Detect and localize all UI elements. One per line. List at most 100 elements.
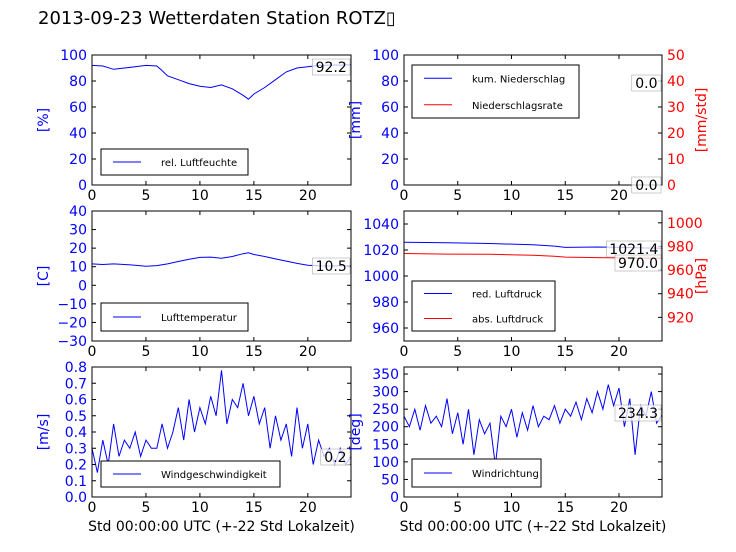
value-box-label: 1021.4: [609, 242, 658, 258]
x-tick-label: 5: [453, 188, 462, 204]
value-box-label: 92.2: [316, 60, 347, 76]
y-tick-label: −10: [57, 297, 87, 313]
x-tick-label: 15: [556, 500, 574, 516]
legend-label: Lufttemperatur: [161, 313, 238, 324]
plot-frame: [403, 54, 663, 186]
value-box: [614, 404, 662, 422]
legend-label: rel. Luftfeuchte: [161, 158, 237, 169]
value-box: [631, 176, 662, 194]
series-line: [92, 252, 351, 267]
y-tick-label: 80: [69, 74, 87, 90]
y-right-axis-label: [mm/std]: [694, 88, 710, 153]
value-box-label: 0.0: [635, 76, 657, 92]
series-line: [404, 384, 662, 466]
y-right-tick-label: 10: [667, 152, 685, 168]
x-tick-label: 10: [191, 344, 209, 360]
y-tick-label: 350: [372, 367, 399, 383]
y-tick-label: 0: [78, 178, 87, 194]
y-tick-label: 50: [381, 472, 399, 488]
y-right-tick-label: 940: [667, 287, 694, 303]
y-tick-label: 0.6: [65, 393, 87, 409]
panel-top-right: 0 5 10 15 20 0 20 40 60 80 100 0 10 20 30 40 50 [mm] [mm/s…: [348, 48, 710, 204]
x-tick-label: 0: [400, 500, 409, 516]
panel-bottom-left: 0 5 10 15 200.00.10.20.30.40.50.60.70.8[m/s]…: [36, 360, 355, 535]
y-right-tick-label: 980: [667, 239, 694, 255]
y-tick-label: 1020: [363, 243, 399, 259]
y-tick-label: 300: [372, 385, 399, 401]
value-box: [320, 448, 351, 466]
y-tick-label: 0.7: [65, 376, 87, 392]
y-right-tick-label: 920: [667, 310, 694, 326]
y-tick-label: 0.0: [65, 490, 87, 506]
legend: rel. Luftfeuchte: [100, 148, 249, 176]
y-right-tick-label: 1000: [667, 216, 703, 232]
y-tick-label: 20: [69, 152, 87, 168]
x-tick-label: 10: [503, 500, 521, 516]
x-tick-label: 20: [299, 188, 317, 204]
y-tick-label: −30: [57, 334, 87, 350]
y-tick-label: 100: [60, 48, 87, 64]
y-tick-label: −20: [57, 315, 87, 331]
value-box: [312, 257, 351, 275]
legend-label: Windgeschwindigkeit: [161, 470, 267, 481]
legend-label: red. Luftdruck: [472, 290, 542, 301]
y-axis-label: [C]: [36, 266, 52, 287]
y-tick-label: 200: [372, 420, 399, 436]
y-tick-label: 1040: [363, 217, 399, 233]
y-right-tick-label: 40: [667, 74, 685, 90]
panel-top-left: 0 5 10 15 20 0 20 40 60 80 100 [%] rel. Luftfeuchte 9…: [36, 48, 352, 204]
y-right-axis-label: [hPa]: [694, 258, 710, 294]
value-box-label: 970.0: [618, 256, 658, 272]
value-box-label: 10.5: [316, 259, 347, 275]
x-tick-label: 20: [610, 500, 628, 516]
x-axis-label: Std 00:00:00 UTC (+-22 Std Lokalzeit): [400, 519, 667, 535]
y-tick-label: 30: [69, 223, 87, 239]
y-tick-label: 0.2: [65, 458, 87, 474]
x-tick-label: 10: [503, 344, 521, 360]
series-line: [92, 370, 351, 473]
legend: Windgeschwindigkeit: [100, 460, 281, 488]
x-tick-label: 5: [141, 500, 150, 516]
x-tick-label: 20: [299, 344, 317, 360]
legend-label: abs. Luftdruck: [472, 315, 543, 326]
y-tick-label: 60: [69, 100, 87, 116]
value-box-label: 0.2: [324, 450, 346, 466]
x-tick-label: 0: [88, 500, 97, 516]
x-tick-label: 5: [141, 344, 150, 360]
x-tick-label: 5: [453, 344, 462, 360]
y-axis-label: [mm]: [348, 101, 364, 139]
panel-middle-right: 0 5 10 15 20 960 980 1000 1020 1040 920 940 960 980 10…: [363, 210, 710, 360]
y-tick-label: 60: [381, 100, 399, 116]
legend: Windrichtung: [411, 458, 542, 488]
y-right-tick-label: 0: [667, 178, 676, 194]
x-tick-label: 20: [610, 344, 628, 360]
y-tick-label: 0.3: [65, 441, 87, 457]
x-tick-label: 20: [299, 500, 317, 516]
y-tick-label: 0: [78, 278, 87, 294]
figure-title: 2013-09-23 Wetterdaten Station ROTZ▯: [38, 8, 396, 29]
y-tick-label: 10: [69, 260, 87, 276]
x-tick-label: 0: [400, 344, 409, 360]
legend: Lufttemperatur: [100, 302, 249, 332]
y-tick-label: 20: [69, 241, 87, 257]
legend-frame: [411, 280, 556, 332]
x-tick-label: 15: [245, 500, 263, 516]
y-axis-label: [m/s]: [36, 414, 52, 451]
y-right-tick-label: 960: [667, 263, 694, 279]
y-tick-label: 100: [372, 48, 399, 64]
value-box: [312, 58, 351, 76]
y-right-tick-label: 20: [667, 126, 685, 142]
y-tick-label: 150: [372, 437, 399, 453]
y-tick-label: 0: [390, 490, 399, 506]
x-tick-label: 5: [141, 188, 150, 204]
value-box: [614, 254, 662, 272]
y-tick-label: 20: [381, 152, 399, 168]
x-tick-label: 15: [556, 344, 574, 360]
legend-frame: [411, 64, 580, 119]
y-tick-label: 960: [372, 321, 399, 337]
y-tick-label: 0.5: [65, 409, 87, 425]
y-tick-label: 0.1: [65, 474, 87, 490]
y-axis-label: [%]: [36, 108, 52, 132]
